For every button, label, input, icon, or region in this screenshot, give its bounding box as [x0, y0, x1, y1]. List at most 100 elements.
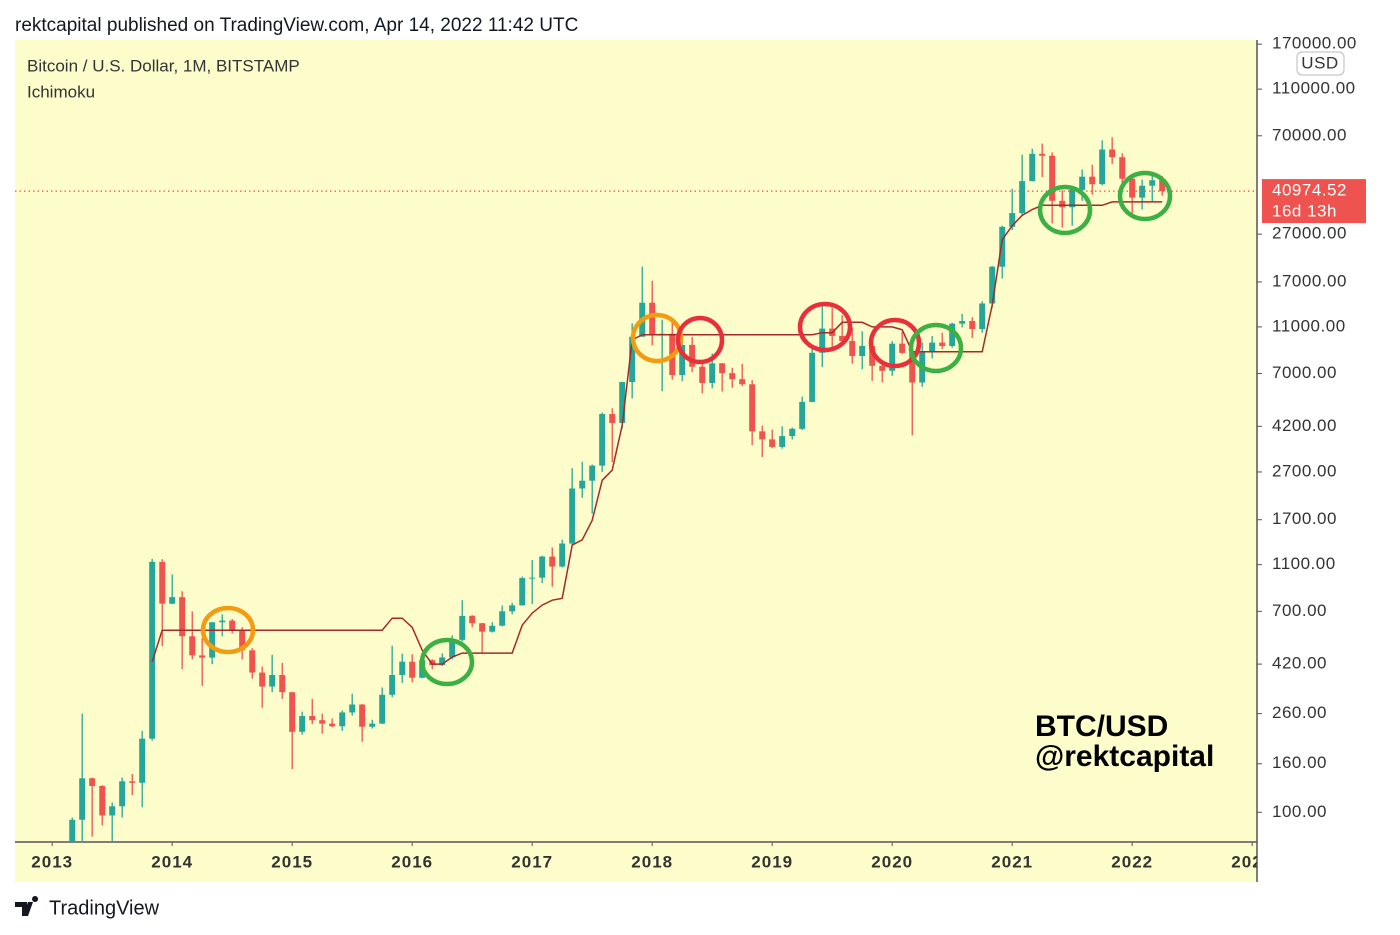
candle-body: [529, 577, 536, 579]
candle-body: [1119, 157, 1126, 179]
candle-body: [969, 320, 976, 329]
time-axis: 2013 2014 2015 2016 2017 2018 2019 2020 2021 2022…: [31, 842, 1273, 871]
x-tick-label: 2014: [151, 852, 193, 871]
candle-body: [1019, 181, 1026, 214]
symbol-legend: Bitcoin / U.S. Dollar, 1M, BITSTAMP: [27, 56, 300, 75]
x-tick-label: 2022: [1111, 852, 1153, 871]
candle-body: [729, 373, 736, 380]
candle-body: [359, 704, 366, 727]
y-tick-label: 7000.00: [1272, 363, 1337, 382]
candle-body: [889, 343, 896, 371]
x-tick-label: 2023: [1231, 852, 1273, 871]
candle-body: [599, 414, 606, 466]
tradingview-logo: TradingView: [15, 896, 160, 919]
candle-body: [399, 661, 406, 675]
candle-body: [1009, 213, 1016, 227]
y-tick-label: 1700.00: [1272, 509, 1337, 528]
candle-body: [219, 620, 226, 623]
candle-body: [709, 363, 716, 383]
candle-body: [909, 352, 916, 383]
candle-body: [89, 778, 96, 786]
y-tick-label: 17000.00: [1272, 271, 1347, 290]
candle-body: [319, 720, 326, 724]
price-axis: 100.00 160.00 260.00 420.00 700.00 1100.00 170…: [1257, 34, 1356, 821]
candle-body: [379, 694, 386, 724]
candle-body: [559, 543, 566, 567]
candle-body: [1069, 189, 1076, 208]
candle-body: [189, 636, 196, 656]
candle-body: [809, 352, 816, 402]
candle-body: [1089, 176, 1096, 185]
candle-body: [389, 674, 396, 695]
candle-body: [499, 611, 506, 626]
candle-body: [609, 414, 616, 423]
candle-body: [839, 335, 846, 341]
candle-body: [129, 781, 136, 783]
candle-body: [239, 629, 246, 651]
candle-body: [339, 712, 346, 727]
candle-body: [649, 302, 656, 335]
candle-body: [309, 716, 316, 721]
y-tick-label: 260.00: [1272, 703, 1327, 722]
candle-body: [869, 345, 876, 366]
x-tick-label: 2017: [511, 852, 553, 871]
candle-body: [989, 266, 996, 304]
candle-body: [939, 342, 946, 347]
candle-body: [69, 819, 76, 842]
candle-body: [369, 723, 376, 727]
circle: [419, 637, 475, 687]
circle: [630, 312, 684, 364]
candle-body: [689, 344, 696, 367]
candle-body: [179, 597, 186, 637]
candle-body: [459, 615, 466, 640]
y-tick-label: 2700.00: [1272, 461, 1337, 480]
bar-countdown: 16d 13h: [1272, 202, 1337, 221]
x-tick-label: 2019: [751, 852, 793, 871]
candle-body: [299, 716, 306, 732]
y-tick-label: 70000.00: [1272, 125, 1347, 144]
candle-body: [109, 806, 116, 816]
y-tick-label: 11000.00: [1272, 316, 1346, 335]
y-tick-label: 27000.00: [1272, 224, 1347, 243]
highlight-circles: [200, 170, 1173, 687]
candle-body: [409, 661, 416, 678]
circle: [200, 605, 256, 655]
currency-badge: [1296, 51, 1345, 76]
candle-body: [569, 488, 576, 544]
candle-body: [1109, 149, 1116, 158]
candle-body: [249, 650, 256, 673]
circle: [1117, 170, 1173, 222]
candle-body: [279, 674, 286, 693]
candle-body: [269, 674, 276, 687]
x-tick-label: 2021: [991, 852, 1033, 871]
candle-body: [229, 620, 236, 630]
circle: [908, 322, 964, 374]
y-tick-label: 700.00: [1272, 601, 1327, 620]
candle-body: [1059, 200, 1066, 208]
circle: [868, 317, 922, 369]
candle-body: [769, 439, 776, 447]
candle-body: [519, 578, 526, 606]
candle-body: [929, 342, 936, 352]
y-tick-label: 100.00: [1272, 802, 1327, 821]
candle-body: [289, 692, 296, 732]
x-tick-label: 2018: [631, 852, 673, 871]
footer-brand: TradingView: [49, 897, 160, 919]
candle-body: [149, 561, 156, 739]
candle-body: [439, 657, 446, 666]
candle-body: [589, 465, 596, 481]
candle-body: [329, 723, 336, 727]
candle-body: [549, 556, 556, 567]
candle-body: [999, 226, 1006, 267]
y-tick-label: 420.00: [1272, 654, 1327, 673]
x-tick-label: 2013: [31, 852, 73, 871]
candle-body: [1039, 153, 1046, 156]
candle-body: [539, 556, 546, 578]
candle-body: [1029, 153, 1036, 182]
candle-body: [349, 704, 356, 713]
circle: [1037, 184, 1093, 236]
candle-body: [629, 336, 636, 383]
candle-body: [119, 781, 126, 807]
x-tick-label: 2020: [871, 852, 913, 871]
